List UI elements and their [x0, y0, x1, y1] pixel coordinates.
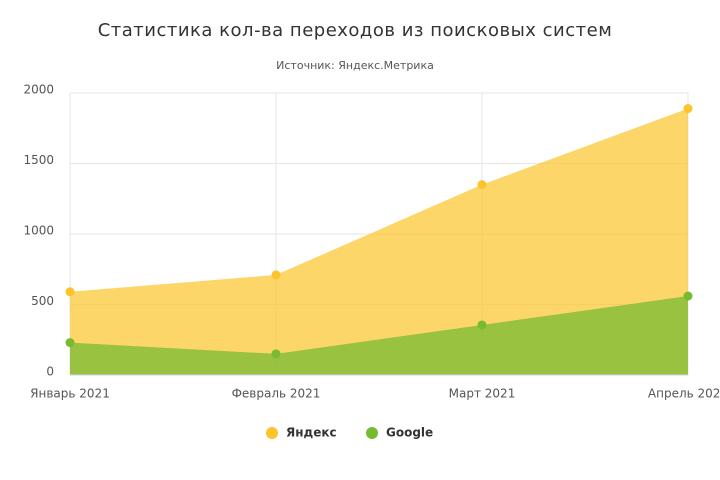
point [477, 320, 487, 330]
y-tick-label: 1000 [23, 224, 54, 238]
point [477, 180, 487, 190]
chart-subtitle: Источник: Яндекс.Метрика [276, 59, 434, 72]
y-tick-label: 500 [31, 294, 54, 308]
point [65, 338, 75, 348]
legend-marker [366, 427, 378, 439]
x-tick-label: Апрель 2021 [648, 387, 720, 401]
chart-title: Статистика кол-ва переходов из поисковых… [98, 20, 613, 41]
x-tick-label: Январь 2021 [30, 387, 110, 401]
point [683, 291, 693, 301]
point [683, 104, 693, 114]
point [271, 349, 281, 359]
area [70, 296, 688, 375]
legend-label: Яндекс [286, 426, 337, 440]
point [65, 287, 75, 297]
y-tick-label: 0 [46, 365, 54, 379]
y-tick-label: 2000 [23, 83, 54, 97]
legend-marker [266, 427, 278, 439]
point [271, 270, 281, 280]
x-tick-label: Март 2021 [449, 387, 516, 401]
legend-label: Google [386, 426, 433, 440]
y-tick-label: 1500 [23, 153, 54, 167]
area [70, 108, 688, 375]
x-tick-label: Февраль 2021 [232, 387, 321, 401]
